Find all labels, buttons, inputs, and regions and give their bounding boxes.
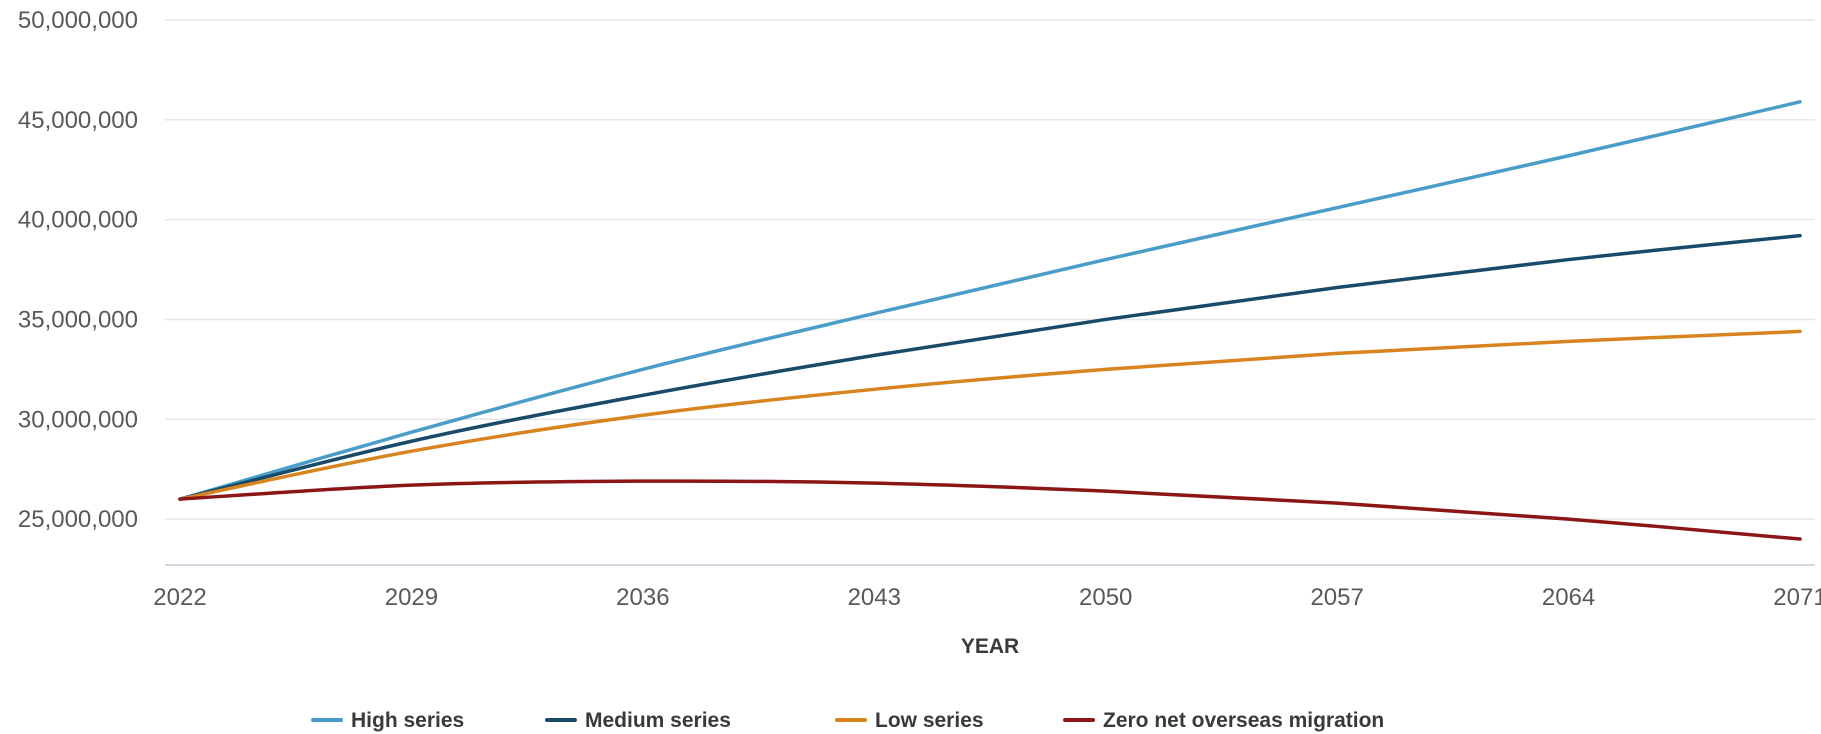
x-tick-label: 2043 [848,584,901,611]
legend-label: Zero net overseas migration [1103,709,1384,732]
x-tick-label: 2064 [1542,584,1595,611]
series-line-medium-series [178,233,1802,501]
y-tick-label: 30,000,000 [18,406,138,433]
legend-label: Low series [875,709,984,732]
x-tick-label: 2022 [153,584,206,611]
x-tick-label: 2029 [385,584,438,611]
y-tick-label: 50,000,000 [18,7,138,34]
legend-item-high-series: High series [311,709,464,732]
x-tick-label: 2071 [1773,584,1821,611]
legend-label: High series [351,709,464,732]
legend-item-medium-series: Medium series [545,709,731,732]
legend-item-low-series: Low series [835,709,984,732]
series-line-zero-net-overseas-migration [178,479,1802,541]
x-axis-title: YEAR [961,635,1019,658]
series-line-high-series [178,100,1802,501]
x-tick-label: 2036 [616,584,669,611]
gridlines [165,19,1815,520]
series-lines [178,100,1802,541]
y-tick-label: 45,000,000 [18,107,138,134]
x-axis-tick-labels: 2022 2029 2036 2043 2050 2057 2064 2071 [153,584,1821,611]
legend-item-zero-net-overseas-migration: Zero net overseas migration [1063,709,1384,732]
series-line-low-series [178,329,1802,501]
y-tick-label: 35,000,000 [18,306,138,333]
y-tick-label: 40,000,000 [18,207,138,234]
y-tick-label: 25,000,000 [18,506,138,533]
y-axis-tick-labels: 25,000,000 30,000,000 35,000,000 40,000,000… [18,7,138,533]
legend: High series Medium series Low series Zero n… [311,709,1384,732]
x-tick-label: 2050 [1079,584,1132,611]
legend-label: Medium series [585,709,731,732]
x-tick-label: 2057 [1310,584,1363,611]
